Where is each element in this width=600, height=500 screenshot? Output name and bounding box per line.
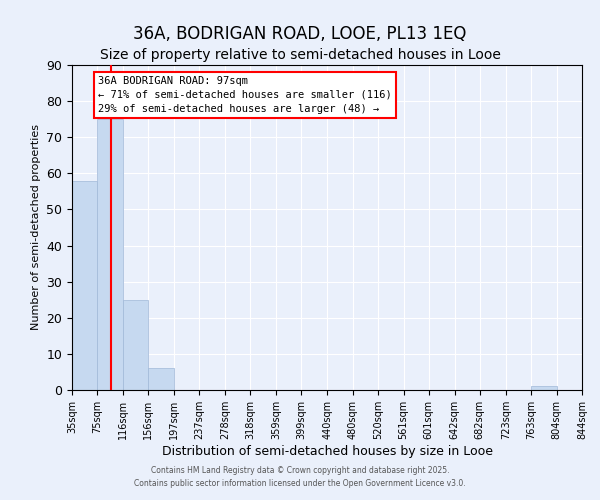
Text: 36A BODRIGAN ROAD: 97sqm
← 71% of semi-detached houses are smaller (116)
29% of : 36A BODRIGAN ROAD: 97sqm ← 71% of semi-d… xyxy=(98,76,392,114)
Bar xyxy=(148,368,174,390)
Text: 36A, BODRIGAN ROAD, LOOE, PL13 1EQ: 36A, BODRIGAN ROAD, LOOE, PL13 1EQ xyxy=(133,25,467,43)
Text: Contains HM Land Registry data © Crown copyright and database right 2025.
Contai: Contains HM Land Registry data © Crown c… xyxy=(134,466,466,487)
Bar xyxy=(531,386,557,390)
Bar xyxy=(123,300,148,390)
Bar xyxy=(97,119,123,390)
Text: Size of property relative to semi-detached houses in Looe: Size of property relative to semi-detach… xyxy=(100,48,500,62)
Bar xyxy=(72,180,97,390)
Y-axis label: Number of semi-detached properties: Number of semi-detached properties xyxy=(31,124,41,330)
X-axis label: Distribution of semi-detached houses by size in Looe: Distribution of semi-detached houses by … xyxy=(161,444,493,458)
